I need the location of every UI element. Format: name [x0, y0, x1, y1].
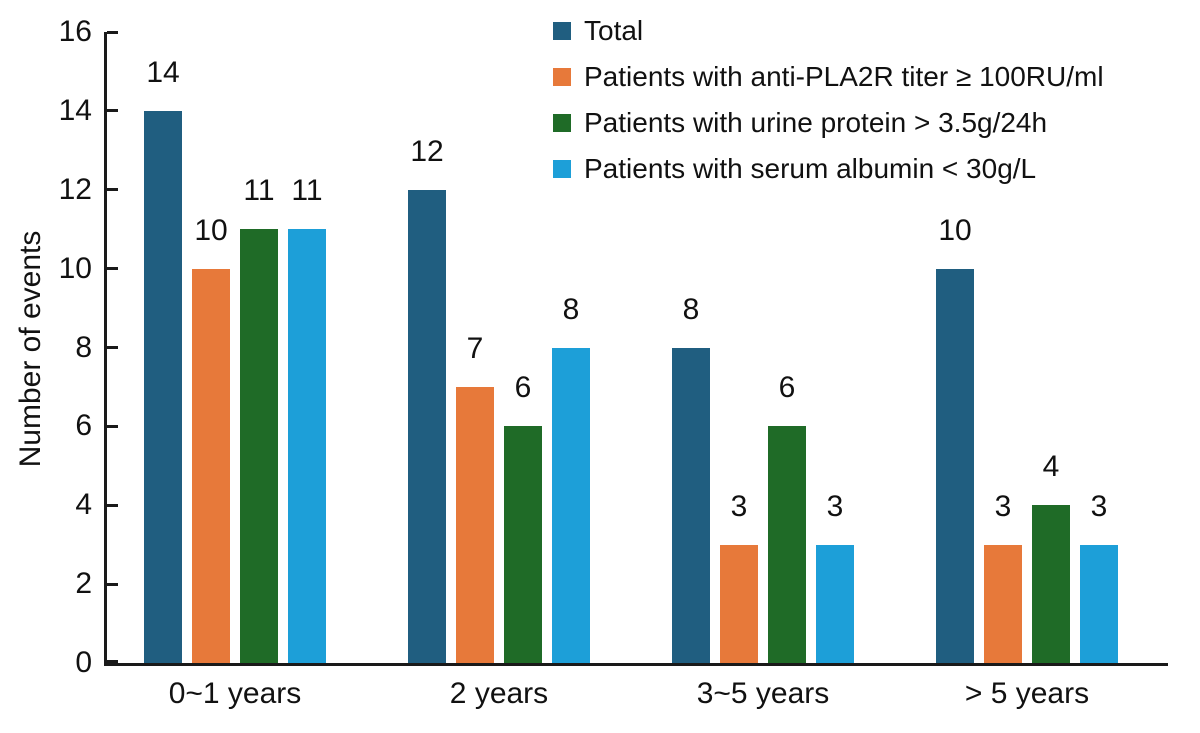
legend-swatch-anti-pla2r — [553, 67, 571, 86]
bar-value-label: 3 — [730, 489, 748, 523]
bar — [504, 426, 542, 663]
y-axis-tick-label: 14 — [58, 93, 92, 127]
bar — [1080, 544, 1118, 663]
x-axis-category-label: 2 years — [449, 677, 549, 710]
legend-label-serum-albumin: Patients with serum albumin < 30g/L — [584, 152, 1037, 184]
y-axis-tick — [107, 188, 118, 192]
bar-group: 12 7 6 8 2 years — [408, 32, 590, 710]
y-axis-tick-label: 4 — [75, 488, 92, 522]
y-axis-tick — [107, 660, 118, 663]
bar-value-label: 6 — [778, 371, 796, 405]
bar-value-label: 6 — [514, 371, 532, 405]
legend-label-urine-protein: Patients with urine protein > 3.5g/24h — [584, 106, 1048, 138]
legend-item-urine-protein: Patients with urine protein > 3.5g/24h — [553, 107, 1104, 138]
bar-value-label: 10 — [194, 213, 228, 247]
bar-value-label: 3 — [826, 489, 844, 523]
bar-group: 14 10 11 11 0~1 years — [144, 32, 326, 710]
bar-value-label: 11 — [291, 174, 323, 208]
y-axis-tick-label: 12 — [58, 172, 92, 206]
y-axis-tick-label: 6 — [75, 409, 92, 443]
bar — [408, 189, 446, 663]
plot-area: 0 2 4 6 8 10 12 14 16 14 10 11 11 0~1 years 12 7 6 8 2 yea… — [59, 16, 1168, 710]
bar — [240, 229, 278, 663]
y-axis-tick-label: 16 — [58, 15, 92, 48]
legend: Total Patients with anti-PLA2R titer ≥ 1… — [553, 15, 1104, 184]
bar-group: 8 3 6 3 3~5 years — [672, 32, 854, 710]
bar — [1032, 505, 1070, 663]
legend-swatch-urine-protein — [553, 113, 571, 132]
bar — [672, 347, 710, 663]
y-axis-tick — [107, 267, 118, 271]
bar-value-label: 11 — [243, 174, 275, 208]
y-axis-tick — [107, 424, 118, 428]
bar-group: 10 3 4 3 > 5 years — [936, 32, 1118, 710]
x-axis-category-label: > 5 years — [964, 677, 1090, 710]
bar-value-label: 7 — [466, 331, 484, 365]
legend-label-total: Total — [584, 14, 644, 46]
legend-label-anti-pla2r: Patients with anti-PLA2R titer ≥ 100RU/m… — [584, 60, 1104, 92]
bar-value-label: 3 — [1090, 489, 1108, 523]
legend-swatch-total — [553, 21, 571, 40]
legend-item-serum-albumin: Patients with serum albumin < 30g/L — [553, 153, 1104, 184]
y-axis-tick — [107, 109, 118, 113]
legend-item-anti-pla2r: Patients with anti-PLA2R titer ≥ 100RU/m… — [553, 61, 1104, 92]
y-axis-tick — [107, 582, 118, 586]
bar — [720, 544, 758, 663]
bar — [936, 268, 974, 663]
bar — [192, 268, 230, 663]
bar-value-label: 10 — [938, 213, 972, 247]
x-axis-category-label: 3~5 years — [696, 677, 830, 710]
y-axis-tick — [107, 346, 118, 349]
bar — [288, 229, 326, 663]
bar-value-label: 12 — [410, 134, 444, 168]
bar-value-label: 8 — [682, 292, 700, 326]
bar — [984, 544, 1022, 663]
bar — [456, 386, 494, 663]
y-axis-tick-label: 0 — [75, 646, 92, 679]
y-axis-tick-label: 8 — [75, 330, 92, 364]
bar-value-label: 14 — [146, 55, 180, 89]
y-axis-tick-label: 2 — [75, 567, 92, 601]
legend-swatch-serum-albumin — [553, 159, 571, 178]
y-axis-tick-label: 10 — [58, 251, 92, 285]
bar-value-label: 8 — [562, 292, 580, 326]
bar — [552, 347, 590, 663]
bar-value-label: 3 — [994, 489, 1012, 523]
legend-item-total: Total — [553, 15, 1104, 46]
y-axis-tick — [107, 503, 118, 507]
bar — [144, 110, 182, 663]
bar — [768, 426, 806, 663]
y-axis-tick — [107, 30, 118, 34]
x-axis-category-label: 0~1 years — [168, 677, 302, 710]
bar-value-label: 4 — [1042, 450, 1060, 484]
bar — [816, 544, 854, 663]
